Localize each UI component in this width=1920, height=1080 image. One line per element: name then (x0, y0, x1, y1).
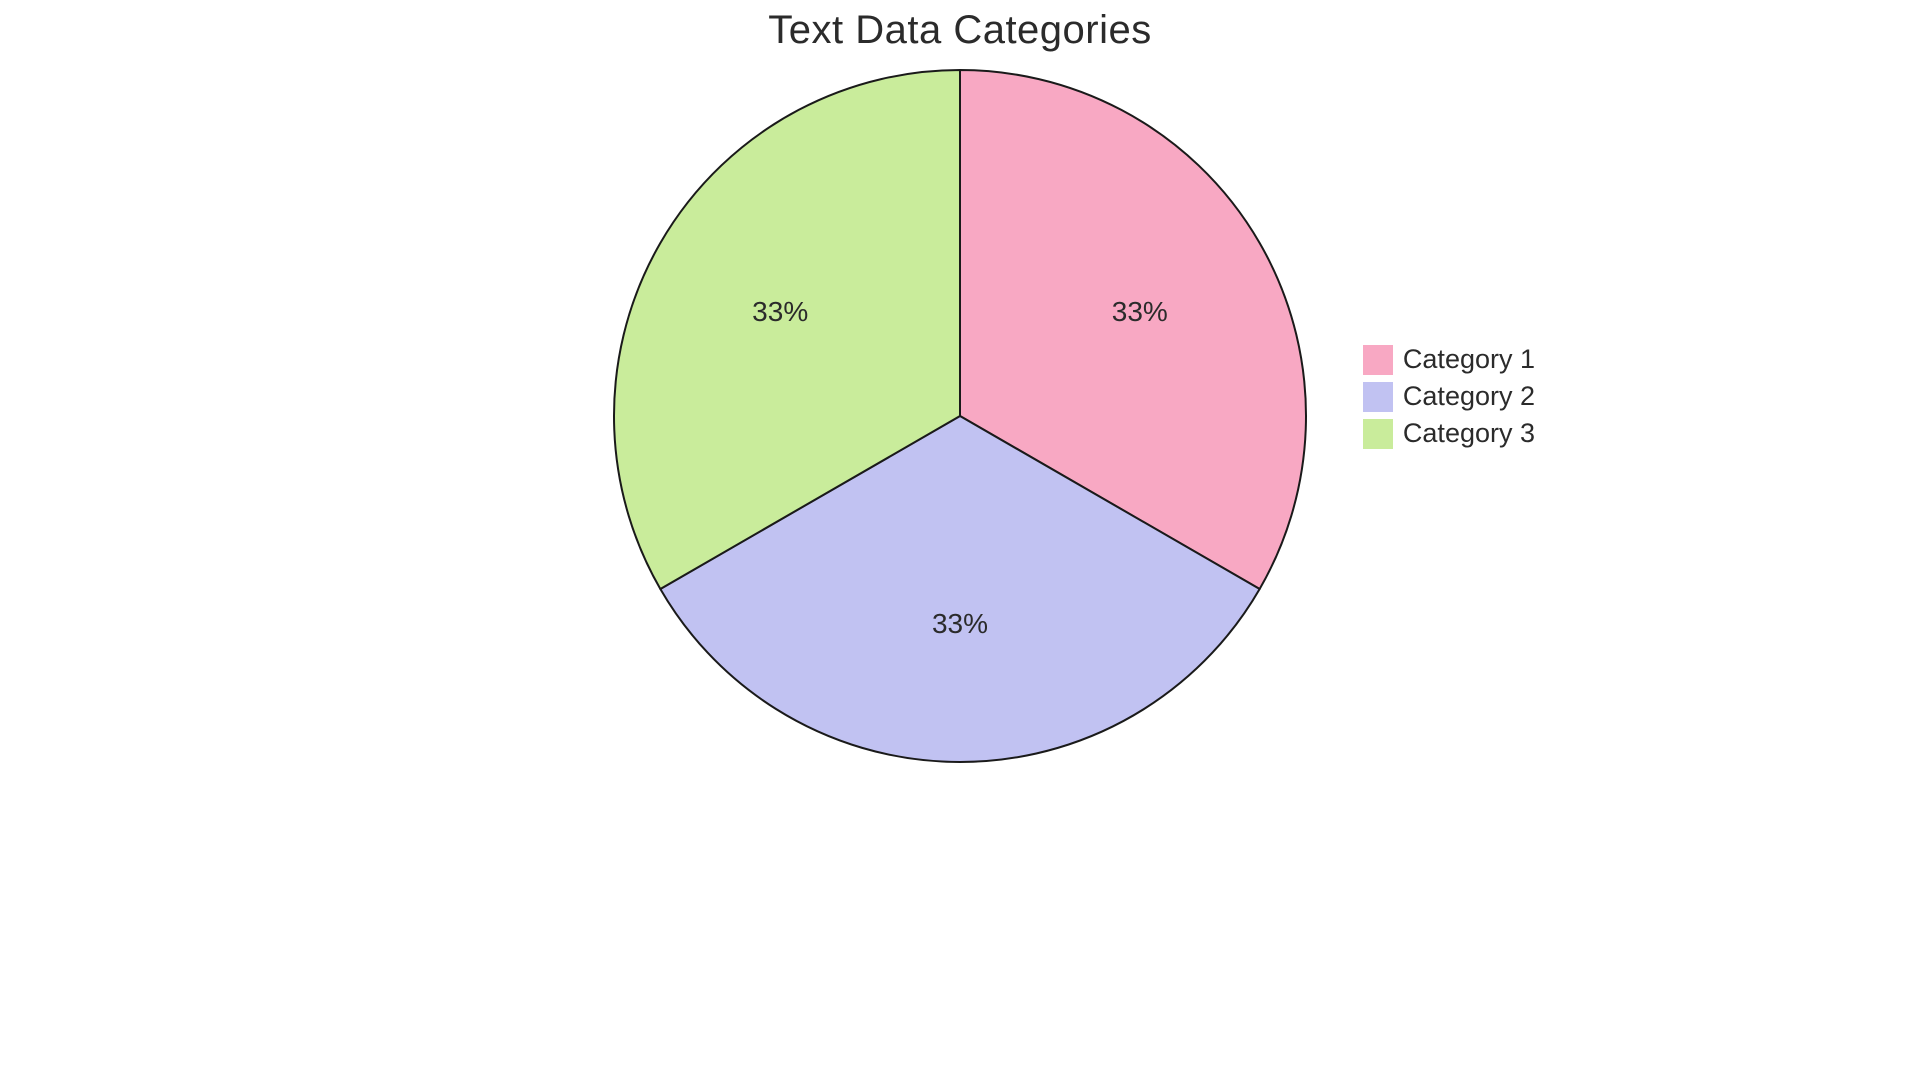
pie-slice-label: 33% (1112, 296, 1168, 328)
pie-chart-container: Text Data Categories Category 1Category … (240, 0, 1680, 816)
legend-item: Category 1 (1363, 344, 1535, 375)
pie-slice-label: 33% (752, 296, 808, 328)
chart-title: Text Data Categories (240, 8, 1680, 53)
legend-item: Category 3 (1363, 418, 1535, 449)
legend-label: Category 1 (1403, 344, 1535, 375)
legend-label: Category 3 (1403, 418, 1535, 449)
chart-legend: Category 1 Category 2 Category 3 (1363, 344, 1535, 449)
pie-chart-svg (610, 66, 1310, 766)
legend-swatch (1363, 419, 1393, 449)
legend-label: Category 2 (1403, 381, 1535, 412)
legend-swatch (1363, 382, 1393, 412)
legend-swatch (1363, 345, 1393, 375)
pie-slice-label: 33% (932, 608, 988, 640)
legend-item: Category 2 (1363, 381, 1535, 412)
